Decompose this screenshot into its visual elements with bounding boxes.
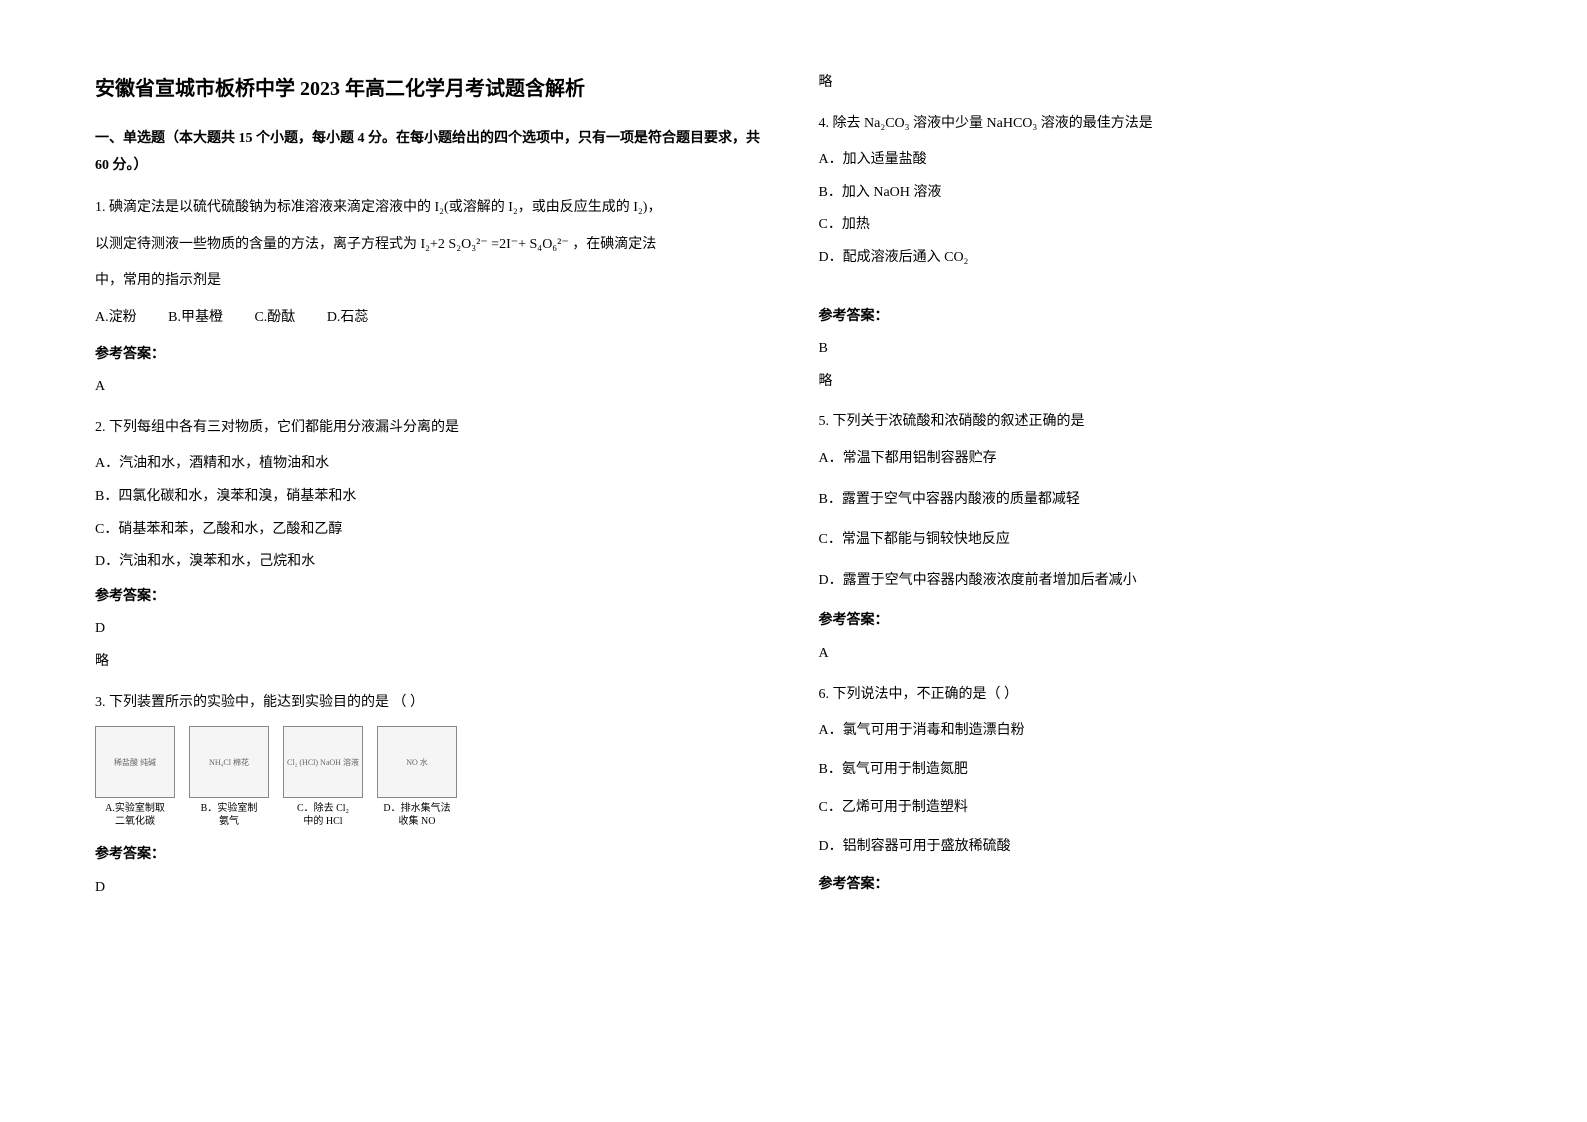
q1-text-1: 1. 碘滴定法是以硫代硫酸钠为标准溶液来滴定溶液中的 I₂(或溶解的 I₂，或由… [95,195,769,222]
question-2: 2. 下列每组中各有三对物质，它们都能用分液漏斗分离的是 A．汽油和水，酒精和水… [95,415,769,676]
q1-opt-b: B.甲基橙 [168,305,223,332]
fig-d: NO 水 D．排水集气法 收集 NO [377,726,457,828]
question-3: 3. 下列装置所示的实验中，能达到实验目的的是 （ ） 稀盐酸 纯碱 A.实验室… [95,690,769,902]
q5-opt-c: C．常温下都能与铜较快地反应 [819,527,1493,554]
q6-opt-b: B．氨气可用于制造氮肥 [819,757,1493,784]
q5-answer: A [819,641,1493,668]
q1-opt-a: A.淀粉 [95,305,137,332]
page-title: 安徽省宣城市板桥中学 2023 年高二化学月考试题含解析 [95,70,769,108]
fig-d-label2: 收集 NO [399,815,436,828]
question-1: 1. 碘滴定法是以硫代硫酸钠为标准溶液来滴定溶液中的 I₂(或溶解的 I₂，或由… [95,195,769,401]
q2-opt-d: D．汽油和水，溴苯和水，己烷和水 [95,549,769,576]
q3-answer: D [95,875,769,902]
q4-opt-c: C．加热 [819,212,1493,239]
q1-opt-c: C.酚酞 [254,305,295,332]
q6-opt-a: A．氯气可用于消毒和制造漂白粉 [819,718,1493,745]
q4-opt-b: B．加入 NaOH 溶液 [819,180,1493,207]
left-column: 安徽省宣城市板桥中学 2023 年高二化学月考试题含解析 一、单选题（本大题共 … [95,70,769,915]
q1-opt-d: D.石蕊 [327,305,369,332]
fig-b-image: NH₄Cl 棉花 [189,726,269,798]
q6-opt-c: C．乙烯可用于制造塑料 [819,795,1493,822]
q4-opt-d: D．配成溶液后通入 CO₂ [819,245,1493,272]
q1-options: A.淀粉 B.甲基橙 C.酚酞 D.石蕊 [95,305,769,332]
answer-label: 参考答案： [95,584,769,611]
question-5: 5. 下列关于浓硫酸和浓硝酸的叙述正确的是 A．常温下都用铝制容器贮存 B．露置… [819,409,1493,667]
fig-a-label1: A.实验室制取 [105,802,165,815]
answer-label: 参考答案： [819,608,1493,635]
q2-opt-c: C．硝基苯和苯，乙酸和水，乙酸和乙醇 [95,517,769,544]
q4-lue: 略 [819,369,1493,396]
spacer [819,278,1493,296]
q3-figures: 稀盐酸 纯碱 A.实验室制取 二氧化碳 NH₄Cl 棉花 B．实验室制 氨气 C… [95,726,769,828]
q2-opt-a: A．汽油和水，酒精和水，植物油和水 [95,451,769,478]
fig-a: 稀盐酸 纯碱 A.实验室制取 二氧化碳 [95,726,175,828]
answer-label: 参考答案： [95,842,769,869]
q5-opt-b: B．露置于空气中容器内酸液的质量都减轻 [819,487,1493,514]
q2-answer: D [95,616,769,643]
fig-a-label2: 二氧化碳 [115,815,155,828]
answer-label: 参考答案： [819,872,1493,899]
right-column: 略 4. 除去 Na₂CO₃ 溶液中少量 NaHCO₃ 溶液的最佳方法是 A．加… [819,70,1493,915]
q2-opt-b: B．四氯化碳和水，溴苯和溴，硝基苯和水 [95,484,769,511]
answer-label: 参考答案： [95,342,769,369]
q4-answer: B [819,336,1493,363]
question-4: 4. 除去 Na₂CO₃ 溶液中少量 NaHCO₃ 溶液的最佳方法是 A．加入适… [819,111,1493,396]
q3-lue: 略 [819,70,1493,97]
q1-text-3: 中，常用的指示剂是 [95,268,769,295]
q6-opt-d: D．铝制容器可用于盛放稀硫酸 [819,834,1493,861]
fig-c-label1: C．除去 Cl₂ [297,802,349,815]
q1-text-2: 以测定待测液一些物质的含量的方法，离子方程式为 I₂+2 S₂O₃²⁻ =2I⁻… [95,232,769,259]
q2-lue: 略 [95,649,769,676]
question-6: 6. 下列说法中，不正确的是（ ） A．氯气可用于消毒和制造漂白粉 B．氨气可用… [819,682,1493,900]
q1-answer: A [95,374,769,401]
q4-text: 4. 除去 Na₂CO₃ 溶液中少量 NaHCO₃ 溶液的最佳方法是 [819,111,1493,138]
q6-text: 6. 下列说法中，不正确的是（ ） [819,682,1493,709]
q5-opt-d: D．露置于空气中容器内酸液浓度前者增加后者减小 [819,568,1493,595]
answer-label: 参考答案： [819,304,1493,331]
fig-b-label1: B．实验室制 [201,802,258,815]
section-intro: 一、单选题（本大题共 15 个小题，每小题 4 分。在每小题给出的四个选项中，只… [95,126,769,179]
fig-d-label1: D．排水集气法 [383,802,450,815]
fig-c-label2: 中的 HCl [303,815,342,828]
fig-c: Cl₂ (HCl) NaOH 溶液 C．除去 Cl₂ 中的 HCl [283,726,363,828]
q3-text: 3. 下列装置所示的实验中，能达到实验目的的是 （ ） [95,690,769,717]
fig-c-image: Cl₂ (HCl) NaOH 溶液 [283,726,363,798]
q4-opt-a: A．加入适量盐酸 [819,147,1493,174]
fig-b-label2: 氨气 [219,815,239,828]
fig-d-image: NO 水 [377,726,457,798]
page-columns: 安徽省宣城市板桥中学 2023 年高二化学月考试题含解析 一、单选题（本大题共 … [95,70,1492,915]
q5-opt-a: A．常温下都用铝制容器贮存 [819,446,1493,473]
fig-b: NH₄Cl 棉花 B．实验室制 氨气 [189,726,269,828]
q5-text: 5. 下列关于浓硫酸和浓硝酸的叙述正确的是 [819,409,1493,436]
fig-a-image: 稀盐酸 纯碱 [95,726,175,798]
q2-text: 2. 下列每组中各有三对物质，它们都能用分液漏斗分离的是 [95,415,769,442]
